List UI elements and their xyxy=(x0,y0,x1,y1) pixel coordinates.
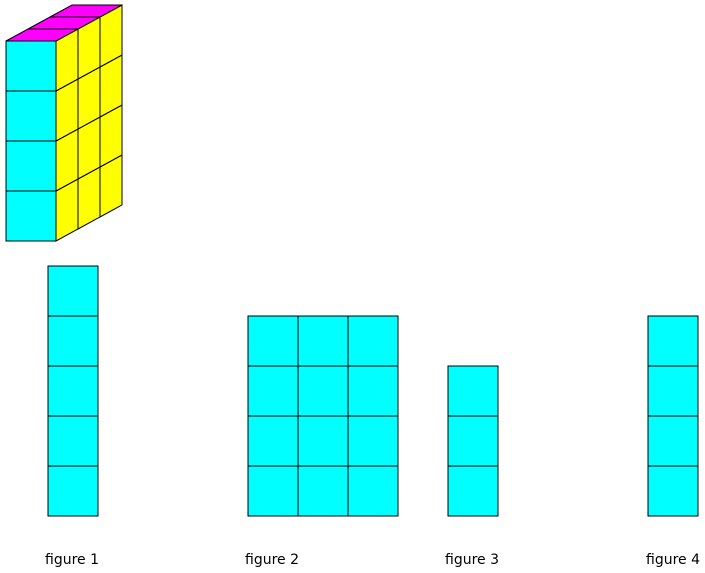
grid-square xyxy=(647,365,699,417)
grid-square xyxy=(47,265,99,317)
grid-square xyxy=(297,465,349,517)
grid-square xyxy=(297,415,349,467)
grid-square xyxy=(47,465,99,517)
cube-front-face xyxy=(5,90,57,142)
figure-3-view xyxy=(447,365,499,517)
grid-square xyxy=(347,465,399,517)
grid-square xyxy=(347,415,399,467)
figure-4-label: figure 4 xyxy=(646,552,700,568)
figure-1-view xyxy=(47,265,99,517)
grid-square xyxy=(347,315,399,367)
grid-square xyxy=(247,465,299,517)
grid-square xyxy=(47,315,99,367)
grid-square xyxy=(447,415,499,467)
figure-3-label: figure 3 xyxy=(445,552,499,568)
grid-square xyxy=(647,415,699,467)
figure-4-view xyxy=(647,315,699,517)
grid-square xyxy=(447,465,499,517)
cube-top-face xyxy=(49,4,123,18)
grid-square xyxy=(247,415,299,467)
grid-square xyxy=(647,315,699,367)
cube-front-face xyxy=(5,190,57,242)
figure-1-label: figure 1 xyxy=(45,552,99,568)
figure-2-view xyxy=(247,315,399,517)
grid-square xyxy=(47,365,99,417)
cube-front-face xyxy=(5,40,57,92)
grid-square xyxy=(247,315,299,367)
figure-2-label: figure 2 xyxy=(245,552,299,568)
grid-square xyxy=(297,315,349,367)
cube-prism-3d xyxy=(5,4,123,242)
grid-square xyxy=(247,365,299,417)
grid-square xyxy=(47,415,99,467)
grid-square xyxy=(647,465,699,517)
cube-front-face xyxy=(5,140,57,192)
grid-square xyxy=(297,365,349,417)
grid-square xyxy=(447,365,499,417)
grid-square xyxy=(347,365,399,417)
